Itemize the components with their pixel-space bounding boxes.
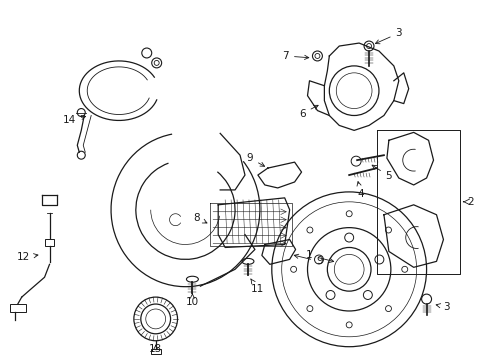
Text: 6: 6	[299, 105, 318, 118]
Text: 3: 3	[435, 302, 449, 312]
Text: 3: 3	[375, 28, 401, 44]
Bar	[44, 239, 54, 247]
Text: 9: 9	[246, 153, 264, 166]
Text: 9: 9	[294, 254, 322, 266]
Text: 8: 8	[193, 213, 206, 223]
Text: 7: 7	[282, 51, 308, 61]
Text: 1: 1	[305, 251, 333, 262]
Text: 11: 11	[250, 279, 264, 294]
Bar	[10, 304, 26, 312]
Text: 5: 5	[371, 165, 391, 181]
Bar	[150, 349, 161, 354]
Text: 2: 2	[466, 197, 472, 207]
Text: 10: 10	[185, 294, 199, 307]
Text: 13: 13	[149, 344, 162, 354]
Text: 14: 14	[62, 116, 85, 126]
Text: 4: 4	[356, 181, 364, 199]
Text: 12: 12	[17, 252, 38, 262]
